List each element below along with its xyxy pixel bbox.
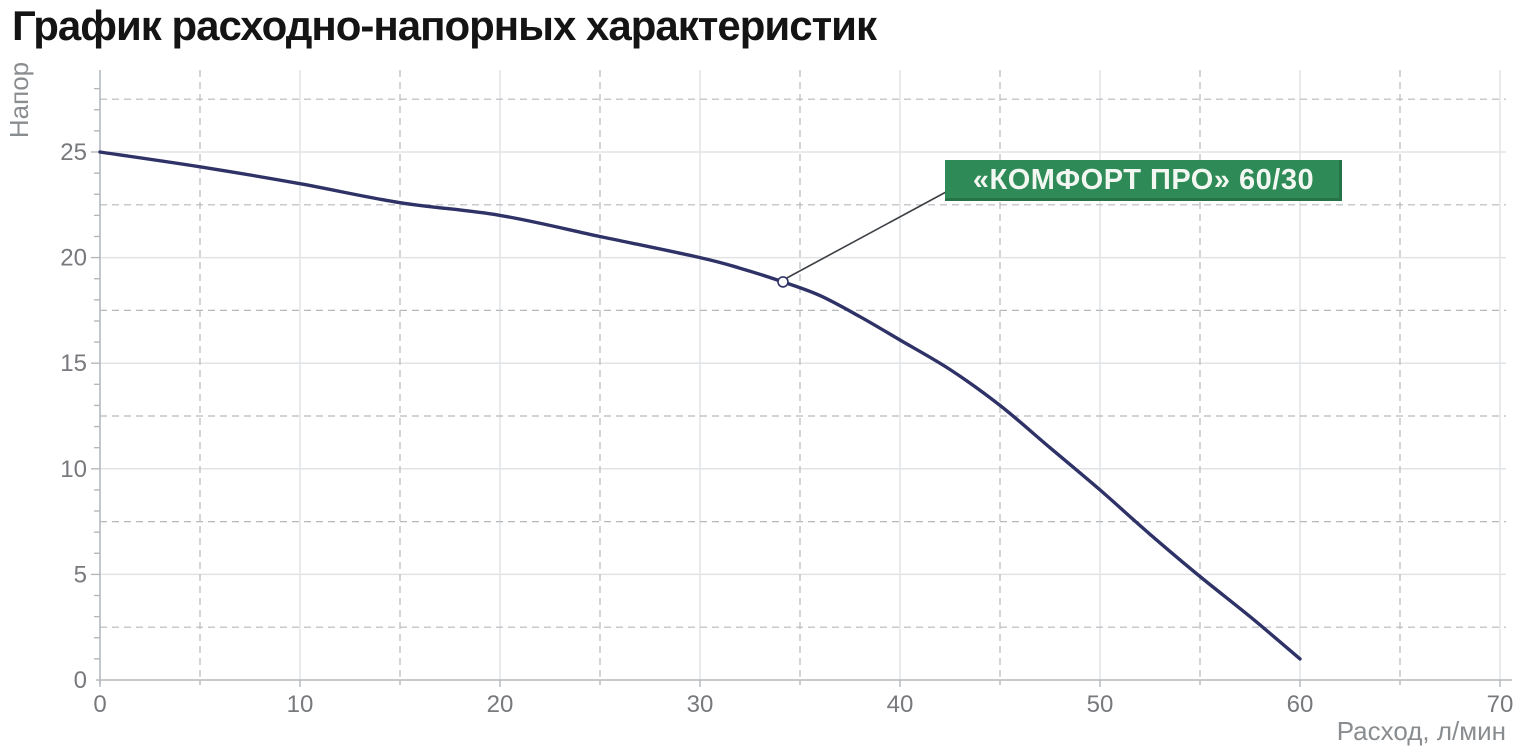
x-tick-label: 50: [1087, 691, 1114, 718]
x-tick-label: 40: [887, 691, 914, 718]
y-tick-label: 25: [60, 139, 87, 166]
x-tick-label: 10: [287, 691, 314, 718]
x-tick-label: 30: [687, 691, 714, 718]
series-annotation-label: «КОМФОРТ ПРО» 60/30: [945, 160, 1342, 201]
pump-curve: [98, 150, 1302, 661]
x-tick-label: 20: [487, 691, 514, 718]
y-tick-label: 20: [60, 245, 87, 272]
y-tick-label: 0: [74, 667, 87, 694]
y-tick-label: 15: [60, 350, 87, 377]
chart-title: График расходно-напорных характеристик: [12, 2, 877, 49]
x-tick-label: 0: [93, 691, 106, 718]
y-axis-title: Напор: [4, 62, 34, 138]
curve-marker-point: [777, 276, 789, 288]
x-axis-title: Расход, л/мин: [1337, 716, 1506, 746]
x-tick-label: 60: [1287, 691, 1314, 718]
y-tick-label: 5: [74, 561, 87, 588]
y-tick-label: 10: [60, 456, 87, 483]
annotation-callout-line: [786, 191, 947, 279]
x-tick-label: 70: [1487, 691, 1514, 718]
